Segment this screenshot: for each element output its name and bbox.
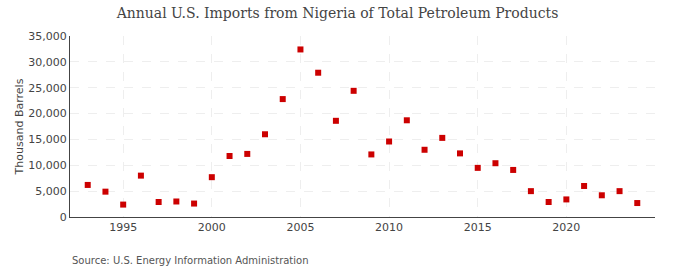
svg-text:2005: 2005 — [286, 221, 314, 234]
svg-text:2000: 2000 — [198, 221, 226, 234]
svg-text:Thousand Barrels: Thousand Barrels — [13, 78, 26, 175]
svg-text:30,000: 30,000 — [28, 56, 67, 69]
svg-text:25,000: 25,000 — [28, 82, 67, 95]
svg-text:2020: 2020 — [552, 221, 580, 234]
svg-text:15,000: 15,000 — [28, 133, 67, 146]
svg-text:10,000: 10,000 — [28, 159, 67, 172]
svg-text:35,000: 35,000 — [28, 30, 67, 43]
svg-text:2010: 2010 — [375, 221, 403, 234]
svg-text:Source: U.S. Energy Informatio: Source: U.S. Energy Information Administ… — [72, 255, 309, 266]
svg-text:2015: 2015 — [464, 221, 492, 234]
svg-text:20,000: 20,000 — [28, 107, 67, 120]
svg-text:0: 0 — [60, 211, 67, 224]
svg-text:Annual U.S. Imports from Niger: Annual U.S. Imports from Nigeria of Tota… — [116, 5, 559, 21]
svg-text:5,000: 5,000 — [35, 185, 67, 198]
svg-text:1995: 1995 — [109, 221, 137, 234]
